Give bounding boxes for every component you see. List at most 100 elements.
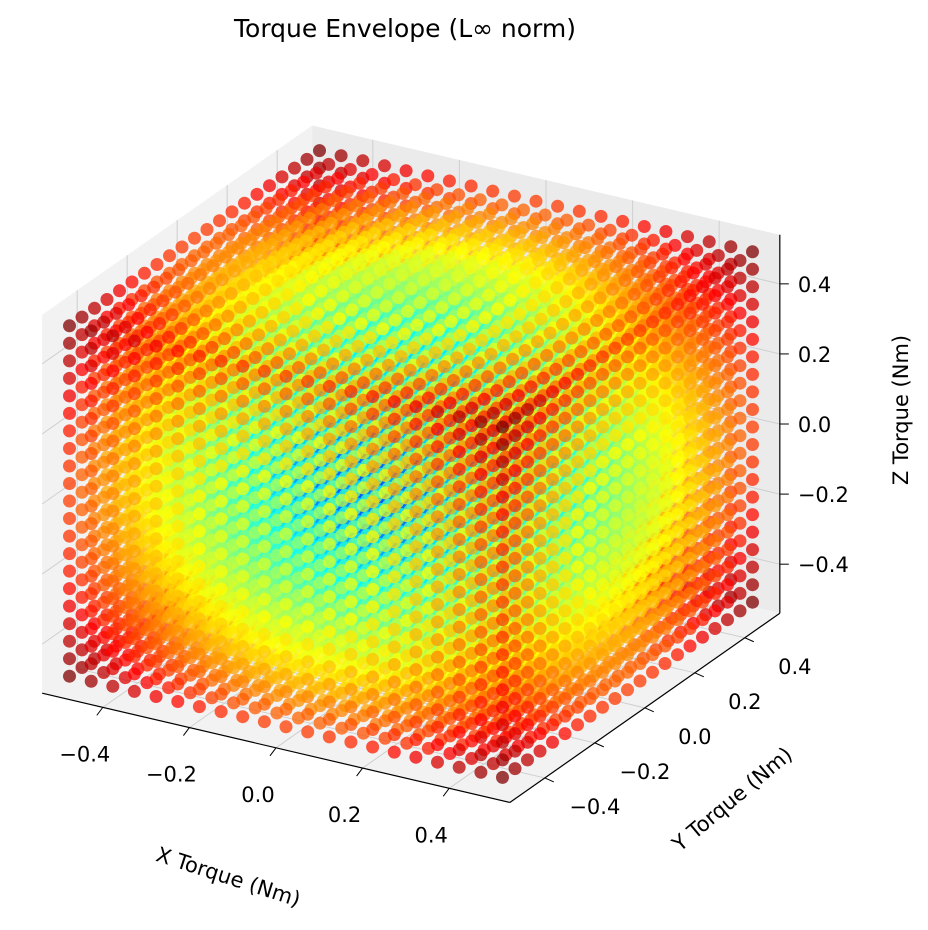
point	[374, 181, 388, 195]
tick-mark	[356, 767, 364, 777]
point	[365, 168, 379, 181]
point	[306, 189, 320, 203]
point	[671, 525, 684, 539]
point	[84, 639, 98, 653]
point	[708, 446, 722, 460]
point	[733, 359, 747, 373]
point	[247, 210, 261, 224]
tick-mark	[594, 742, 605, 748]
point	[84, 622, 98, 636]
point	[430, 183, 444, 197]
point	[671, 578, 684, 592]
point	[708, 464, 722, 478]
point	[721, 560, 734, 574]
point	[708, 569, 722, 583]
point	[328, 194, 341, 208]
point	[746, 455, 759, 469]
point	[63, 599, 76, 613]
point	[371, 204, 385, 218]
point	[721, 578, 734, 592]
point	[733, 446, 747, 460]
point	[318, 180, 332, 194]
point	[696, 560, 709, 574]
point	[708, 499, 722, 513]
point	[646, 578, 659, 592]
point	[696, 613, 709, 627]
point	[633, 657, 647, 670]
point	[106, 679, 120, 693]
point	[621, 648, 634, 662]
point	[127, 649, 141, 663]
point	[646, 665, 659, 679]
point	[259, 201, 273, 215]
point	[671, 630, 684, 644]
point	[683, 551, 697, 565]
point	[625, 228, 639, 242]
point	[268, 215, 282, 229]
point	[293, 198, 307, 211]
point	[721, 525, 734, 539]
point	[547, 222, 561, 236]
point	[633, 674, 647, 688]
tick-mark	[644, 707, 655, 713]
point	[427, 205, 441, 219]
point	[442, 174, 456, 188]
tick-mark	[96, 707, 104, 716]
point	[733, 429, 747, 443]
point	[284, 184, 298, 198]
point	[721, 438, 734, 451]
x-tick-label: 0.2	[328, 803, 361, 827]
point	[683, 499, 697, 513]
point	[721, 543, 734, 557]
axis-line	[509, 612, 781, 803]
point	[297, 175, 311, 189]
point	[234, 219, 248, 233]
point	[733, 586, 747, 600]
point	[84, 657, 98, 671]
point	[439, 197, 453, 210]
point	[708, 429, 722, 443]
point	[671, 560, 684, 574]
point	[746, 297, 759, 311]
point	[504, 212, 518, 226]
point	[272, 193, 286, 206]
point	[696, 490, 709, 504]
point	[671, 595, 684, 609]
point	[746, 525, 759, 539]
point	[200, 223, 214, 236]
point	[708, 411, 722, 425]
point	[721, 403, 734, 416]
point	[696, 595, 709, 609]
point	[621, 683, 634, 697]
point	[275, 170, 289, 184]
point	[671, 508, 684, 522]
point	[414, 214, 428, 228]
point	[560, 213, 574, 227]
point	[378, 159, 391, 173]
point	[696, 578, 709, 592]
point	[683, 534, 697, 548]
point	[721, 473, 734, 486]
point	[324, 216, 338, 230]
y-tick-label: 0.0	[678, 725, 711, 749]
point	[708, 586, 722, 600]
point	[708, 481, 722, 495]
point	[529, 194, 543, 208]
point	[84, 674, 98, 688]
point	[127, 667, 141, 681]
tick-mark	[269, 747, 277, 757]
point	[171, 695, 185, 708]
z-tick-label: −0.4	[798, 553, 849, 577]
point	[479, 229, 493, 243]
point	[746, 350, 759, 364]
z-axis-label: Z Torque (Nm)	[889, 335, 913, 485]
point	[696, 473, 709, 486]
point	[538, 208, 552, 222]
point	[746, 560, 759, 574]
point	[526, 217, 540, 231]
points	[63, 144, 759, 784]
point	[417, 192, 431, 205]
point	[106, 644, 120, 658]
point	[646, 595, 659, 609]
point	[392, 209, 406, 223]
